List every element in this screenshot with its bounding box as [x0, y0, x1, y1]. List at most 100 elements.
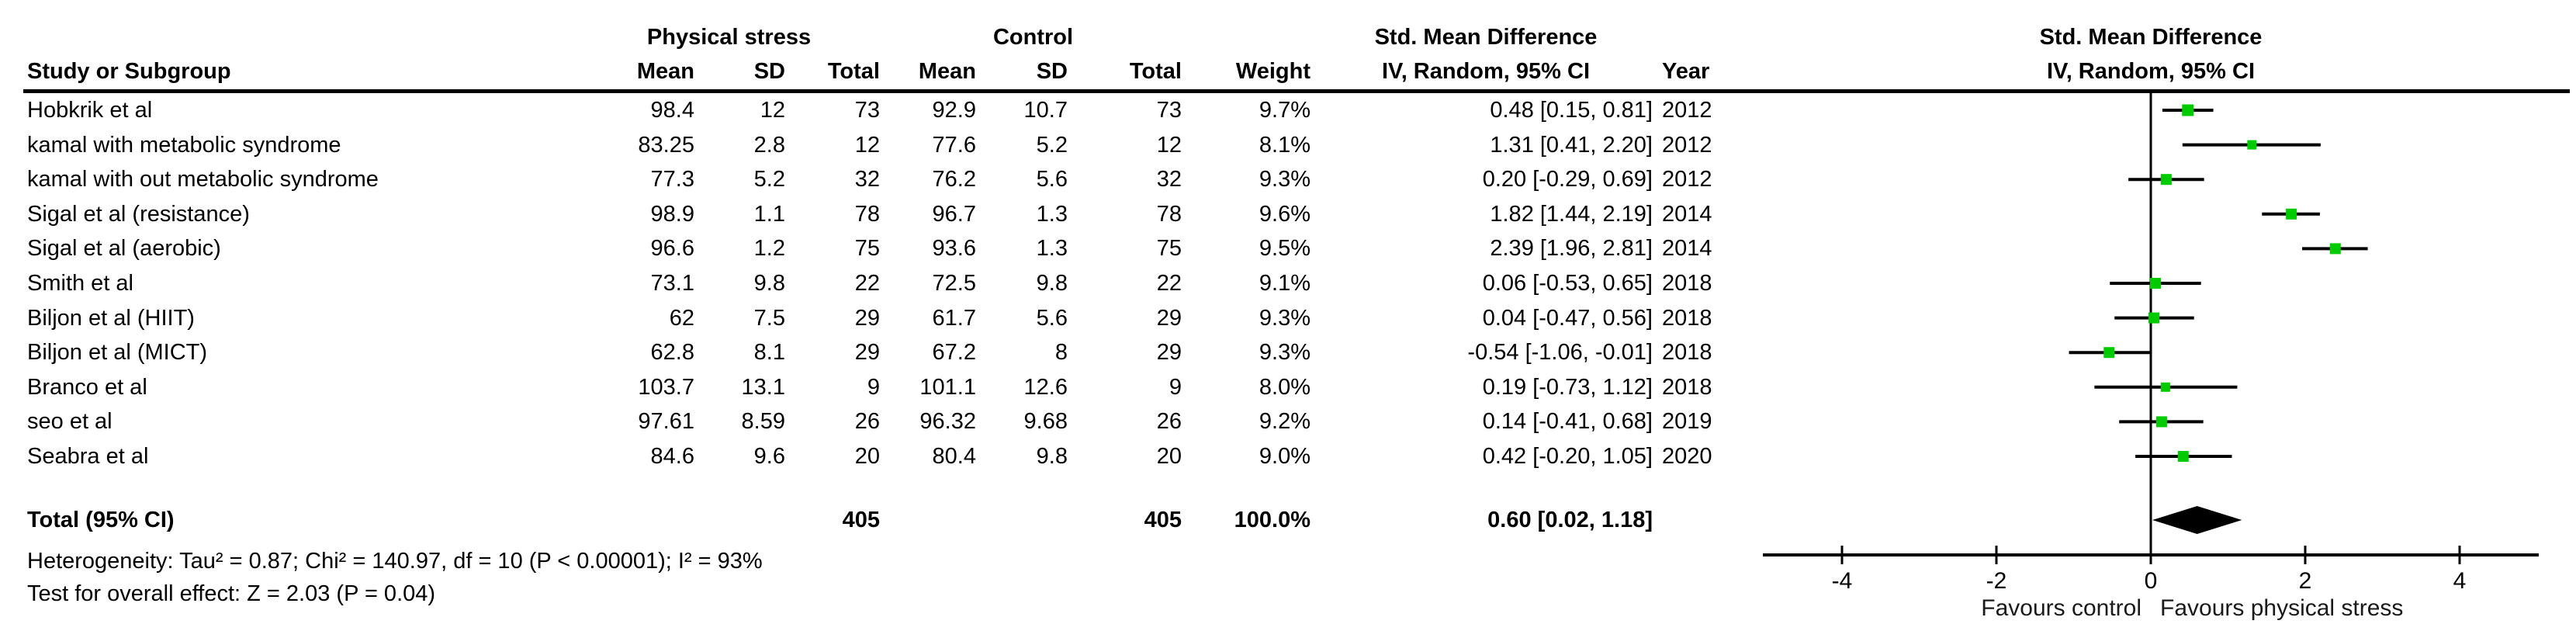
sd2-cell: 1.3 [1036, 201, 1068, 227]
total1-cell: 29 [854, 305, 880, 331]
sd2-cell: 10.7 [1023, 98, 1068, 123]
study-cell: Sigal et al (resistance) [27, 201, 250, 227]
total1-cell: 78 [854, 201, 880, 227]
year-cell: 2012 [1662, 132, 1712, 158]
study-ci-marker [2162, 104, 2214, 116]
sd2-cell: 9.8 [1036, 271, 1068, 296]
sd1-cell: 8.1 [753, 340, 785, 366]
column-header-weight: Weight [1235, 59, 1311, 84]
year-cell: 2019 [1662, 409, 1712, 435]
year-cell: 2018 [1662, 305, 1712, 331]
mean1-cell: 98.4 [650, 98, 694, 123]
column-header-ci: IV, Random, 95% CI [1381, 59, 1591, 84]
year-cell: 2018 [1662, 374, 1712, 400]
point-estimate-square [2155, 416, 2167, 428]
total2-cell: 73 [1156, 98, 1182, 123]
study-row: Smith et al 73.1 9.8 22 72.5 9.8 22 9.1% 0.06 [-… [0, 266, 1754, 300]
study-row: kamal with metabolic syndrome 83.25 2.8 12 7… [0, 128, 1754, 162]
study-row: Seabra et al 84.6 9.6 20 80.4 9.8 20 9.0% 0.42 [… [0, 439, 1754, 473]
study-row: Biljon et al (HIIT) 62 7.5 29 61.7 5.6 29 9.3% 0… [0, 301, 1754, 335]
ci-cell: 1.82 [1.44, 2.19] [1490, 201, 1653, 227]
total-ci-text: 0.60 [0.02, 1.18] [1487, 508, 1653, 532]
mean1-cell: 83.25 [638, 132, 694, 158]
column-header-study: Study or Subgroup [27, 59, 231, 84]
total-n-ctrl: 405 [1144, 508, 1182, 532]
mean1-cell: 98.9 [650, 201, 694, 227]
total1-cell: 32 [854, 167, 880, 192]
mean1-cell: 96.6 [650, 236, 694, 262]
column-header-total-ctrl: Total [1129, 59, 1182, 84]
header-rule [23, 89, 2570, 93]
column-header-year: Year [1662, 59, 1710, 84]
column-header-mean-ctrl: Mean [918, 59, 976, 84]
ci-cell: 0.14 [-0.41, 0.68] [1482, 409, 1653, 435]
study-ci-marker [2069, 347, 2151, 359]
total2-cell: 20 [1156, 444, 1182, 469]
study-cell: seo et al [27, 409, 113, 435]
total-weight: 100.0% [1234, 508, 1311, 532]
weight-cell: 9.0% [1259, 444, 1311, 469]
study-ci-marker [2128, 174, 2204, 185]
sd2-cell: 9.8 [1036, 444, 1068, 469]
study-ci-marker [2262, 208, 2320, 220]
column-header-mean-tx: Mean [636, 59, 694, 84]
year-cell: 2018 [1662, 340, 1712, 366]
weight-cell: 9.5% [1259, 236, 1311, 262]
study-row: Sigal et al (aerobic) 96.6 1.2 75 93.6 1.3 75 9… [0, 231, 1754, 265]
sd2-cell: 8 [1054, 340, 1068, 366]
total2-cell: 26 [1156, 409, 1182, 435]
ci-cell: 0.06 [-0.53, 0.65] [1482, 271, 1653, 296]
study-cell: kamal with out metabolic syndrome [27, 167, 379, 192]
year-cell: 2012 [1662, 167, 1712, 192]
study-ci-marker [2302, 243, 2368, 255]
effect-measure-header: Std. Mean Difference [1374, 25, 1598, 50]
study-row: Biljon et al (MICT) 62.8 8.1 29 67.2 8 29 9.3% -… [0, 335, 1754, 369]
weight-cell: 9.3% [1259, 340, 1311, 366]
point-estimate-square [2148, 312, 2159, 324]
favours-physical-stress-label: Favours physical stress [2160, 595, 2403, 621]
study-row: seo et al 97.61 8.59 26 96.32 9.68 26 9.2% 0.14 … [0, 404, 1754, 439]
sd1-cell: 9.8 [753, 271, 785, 296]
point-estimate-square [2247, 140, 2257, 150]
weight-cell: 9.6% [1259, 201, 1311, 227]
study-ci-marker [2114, 312, 2194, 324]
point-estimate-square [2149, 278, 2161, 289]
study-ci-marker [2135, 451, 2232, 462]
total2-cell: 22 [1156, 271, 1182, 296]
study-cell: Branco et al [27, 374, 147, 400]
sd1-cell: 7.5 [753, 305, 785, 331]
mean2-cell: 77.6 [932, 132, 976, 158]
study-cell: Biljon et al (MICT) [27, 340, 208, 366]
total2-cell: 75 [1156, 236, 1182, 262]
column-header-total-tx: Total [827, 59, 880, 84]
point-estimate-square [2160, 174, 2172, 185]
plot-subheader: IV, Random, 95% CI [2046, 59, 2256, 84]
ci-cell: 0.20 [-0.29, 0.69] [1482, 167, 1653, 192]
study-row: Sigal et al (resistance) 98.9 1.1 78 96.7 1.3… [0, 197, 1754, 231]
study-row: Hobkrik et al 98.4 12 73 92.9 10.7 73 9.7% 0.48 … [0, 93, 1754, 127]
year-cell: 2018 [1662, 271, 1712, 296]
overall-diamond [2152, 506, 2242, 534]
year-cell: 2012 [1662, 98, 1712, 123]
sd2-cell: 5.6 [1036, 305, 1068, 331]
mean2-cell: 72.5 [932, 271, 976, 296]
mean2-cell: 96.32 [919, 409, 976, 435]
mean1-cell: 103.7 [638, 374, 694, 400]
total2-cell: 78 [1156, 201, 1182, 227]
total2-cell: 29 [1156, 340, 1182, 366]
point-estimate-square [2103, 347, 2115, 359]
study-cell: Biljon et al (HIIT) [27, 305, 195, 331]
weight-cell: 9.1% [1259, 271, 1311, 296]
x-axis-tick-label: 2 [2299, 568, 2312, 594]
weight-cell: 9.3% [1259, 167, 1311, 192]
x-axis-tick-label: 0 [2145, 568, 2158, 594]
overall-effect-line: Test for overall effect: Z = 2.03 (P = 0… [27, 581, 436, 606]
ci-cell: 0.42 [-0.20, 1.05] [1482, 444, 1653, 469]
mean2-cell: 80.4 [932, 444, 976, 469]
weight-cell: 8.1% [1259, 132, 1311, 158]
weight-cell: 9.3% [1259, 305, 1311, 331]
ci-cell: 0.04 [-0.47, 0.56] [1482, 305, 1653, 331]
sd1-cell: 1.1 [753, 201, 785, 227]
ci-cell: -0.54 [-1.06, -0.01] [1467, 340, 1653, 366]
study-cell: Hobkrik et al [27, 98, 153, 123]
